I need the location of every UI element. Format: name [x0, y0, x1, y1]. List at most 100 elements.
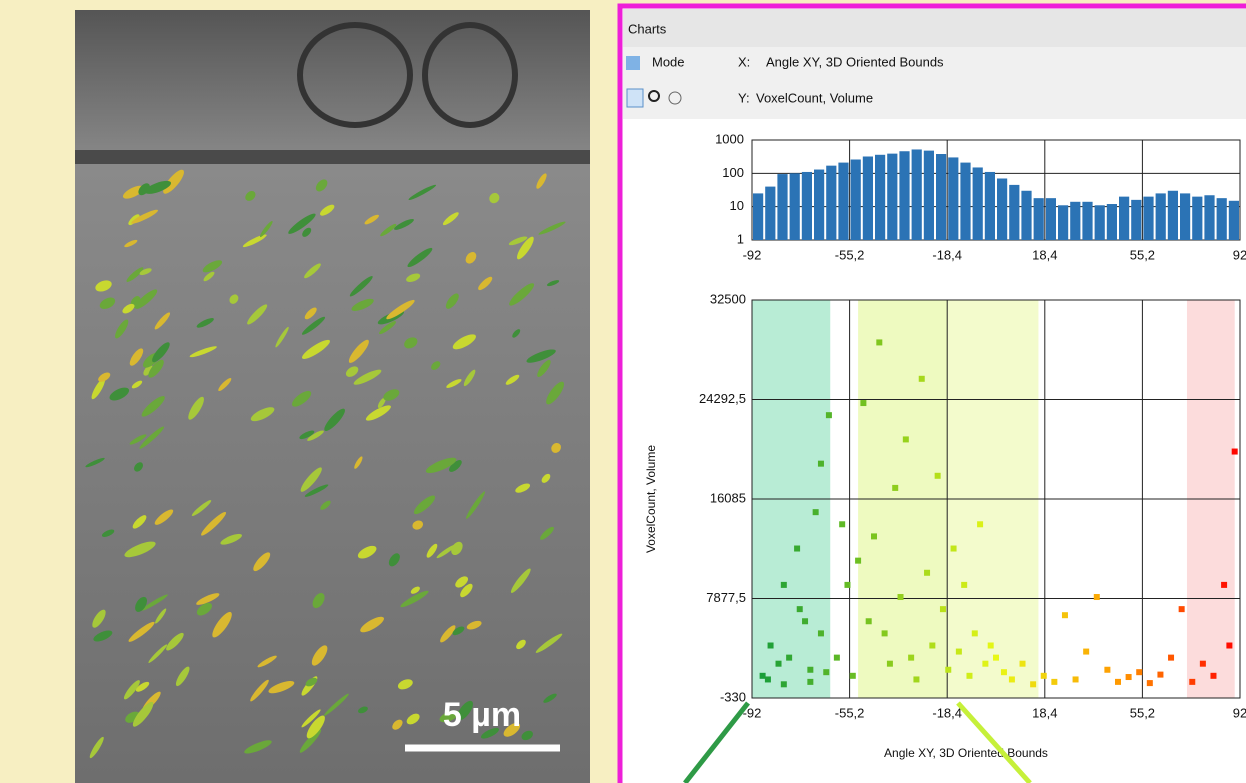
point — [776, 661, 782, 667]
point — [935, 473, 941, 479]
x-tick-label: -55,2 — [835, 247, 865, 262]
histogram-bar — [1217, 198, 1227, 240]
histogram-bar — [1119, 197, 1129, 240]
mode-menu[interactable]: Mode — [652, 54, 685, 69]
point — [1157, 672, 1163, 678]
point — [929, 643, 935, 649]
y-tick-label: 7877,5 — [706, 590, 746, 605]
point — [850, 673, 856, 679]
point — [768, 643, 774, 649]
point — [781, 582, 787, 588]
histogram-bar — [948, 157, 958, 240]
scale-bar-label: 5 µm — [443, 696, 521, 734]
histogram-bar — [887, 154, 897, 240]
y-tick-label: 100 — [722, 165, 744, 180]
x-tick-label: 18,4 — [1032, 705, 1057, 720]
point — [977, 521, 983, 527]
point — [1073, 676, 1079, 682]
x-tick-label: 55,2 — [1130, 247, 1155, 262]
point — [1168, 655, 1174, 661]
point — [1147, 680, 1153, 686]
histogram-bar — [851, 160, 861, 240]
histogram-bar — [924, 151, 934, 240]
histogram-bar — [1070, 202, 1080, 240]
histogram-bar — [936, 154, 946, 240]
histogram-bar — [802, 172, 812, 240]
point — [903, 436, 909, 442]
histogram-bar — [1046, 198, 1056, 240]
point — [786, 655, 792, 661]
y-tick-label: 24292,5 — [699, 391, 746, 406]
histogram-bar — [1229, 201, 1239, 240]
x-tick-label: -18,4 — [932, 705, 962, 720]
x-tick-label: -18,4 — [932, 247, 962, 262]
pointer-tool[interactable] — [627, 89, 643, 107]
y-tick-label: 10 — [730, 198, 744, 213]
point — [1104, 667, 1110, 673]
point — [887, 661, 893, 667]
histogram-bar — [1168, 191, 1178, 240]
point — [951, 546, 957, 552]
x-axis-select[interactable]: Angle XY, 3D Oriented Bounds — [766, 54, 944, 69]
histogram-bar — [826, 166, 836, 240]
histogram-bar — [960, 163, 970, 240]
point — [1210, 673, 1216, 679]
point — [1179, 606, 1185, 612]
histogram-bar — [875, 155, 885, 240]
point — [818, 461, 824, 467]
histogram-bar — [1009, 185, 1019, 240]
title-bar — [623, 9, 1246, 47]
point — [823, 669, 829, 675]
x-tick-label: 55,2 — [1130, 705, 1155, 720]
y-tick-label: 1000 — [715, 131, 744, 146]
micrograph-bg — [75, 10, 590, 783]
point — [876, 339, 882, 345]
point — [871, 533, 877, 539]
mode-icon[interactable] — [626, 56, 640, 70]
point — [866, 618, 872, 624]
point — [765, 676, 771, 682]
point — [1226, 643, 1232, 649]
point — [961, 582, 967, 588]
point — [802, 618, 808, 624]
histogram-bar — [1192, 197, 1202, 240]
x-tick-label: 18,4 — [1032, 247, 1057, 262]
point — [826, 412, 832, 418]
screen: 5 µm Charts Mode X: Angle XY, 3D Oriente… — [0, 0, 1246, 783]
point — [794, 546, 800, 552]
point — [940, 606, 946, 612]
y-tick-label: 16085 — [710, 490, 746, 505]
point — [1083, 649, 1089, 655]
point — [839, 521, 845, 527]
histogram-bar — [1143, 197, 1153, 240]
histogram-bar — [838, 163, 848, 240]
point — [1062, 612, 1068, 618]
point — [945, 667, 951, 673]
y-tick-label: -330 — [720, 689, 746, 704]
point — [1009, 676, 1015, 682]
point — [972, 630, 978, 636]
histogram-bar — [1021, 191, 1031, 240]
point — [1200, 661, 1206, 667]
y-axis-select[interactable]: VoxelCount, Volume — [756, 90, 873, 105]
point — [855, 558, 861, 564]
histogram-bar — [1034, 198, 1044, 240]
point — [781, 681, 787, 687]
histogram-bar — [1082, 202, 1092, 240]
point — [1001, 669, 1007, 675]
point — [993, 655, 999, 661]
y-axis-title: VoxelCount, Volume — [644, 445, 658, 553]
histogram-bar — [1131, 200, 1141, 240]
point — [807, 667, 813, 673]
point — [860, 400, 866, 406]
histogram-bar — [997, 178, 1007, 240]
point — [892, 485, 898, 491]
point — [760, 673, 766, 679]
y-tick-label: 32500 — [710, 291, 746, 306]
interface-layer — [75, 150, 590, 164]
point — [1221, 582, 1227, 588]
point — [1094, 594, 1100, 600]
histogram-bar — [790, 173, 800, 240]
point — [898, 594, 904, 600]
point — [908, 655, 914, 661]
